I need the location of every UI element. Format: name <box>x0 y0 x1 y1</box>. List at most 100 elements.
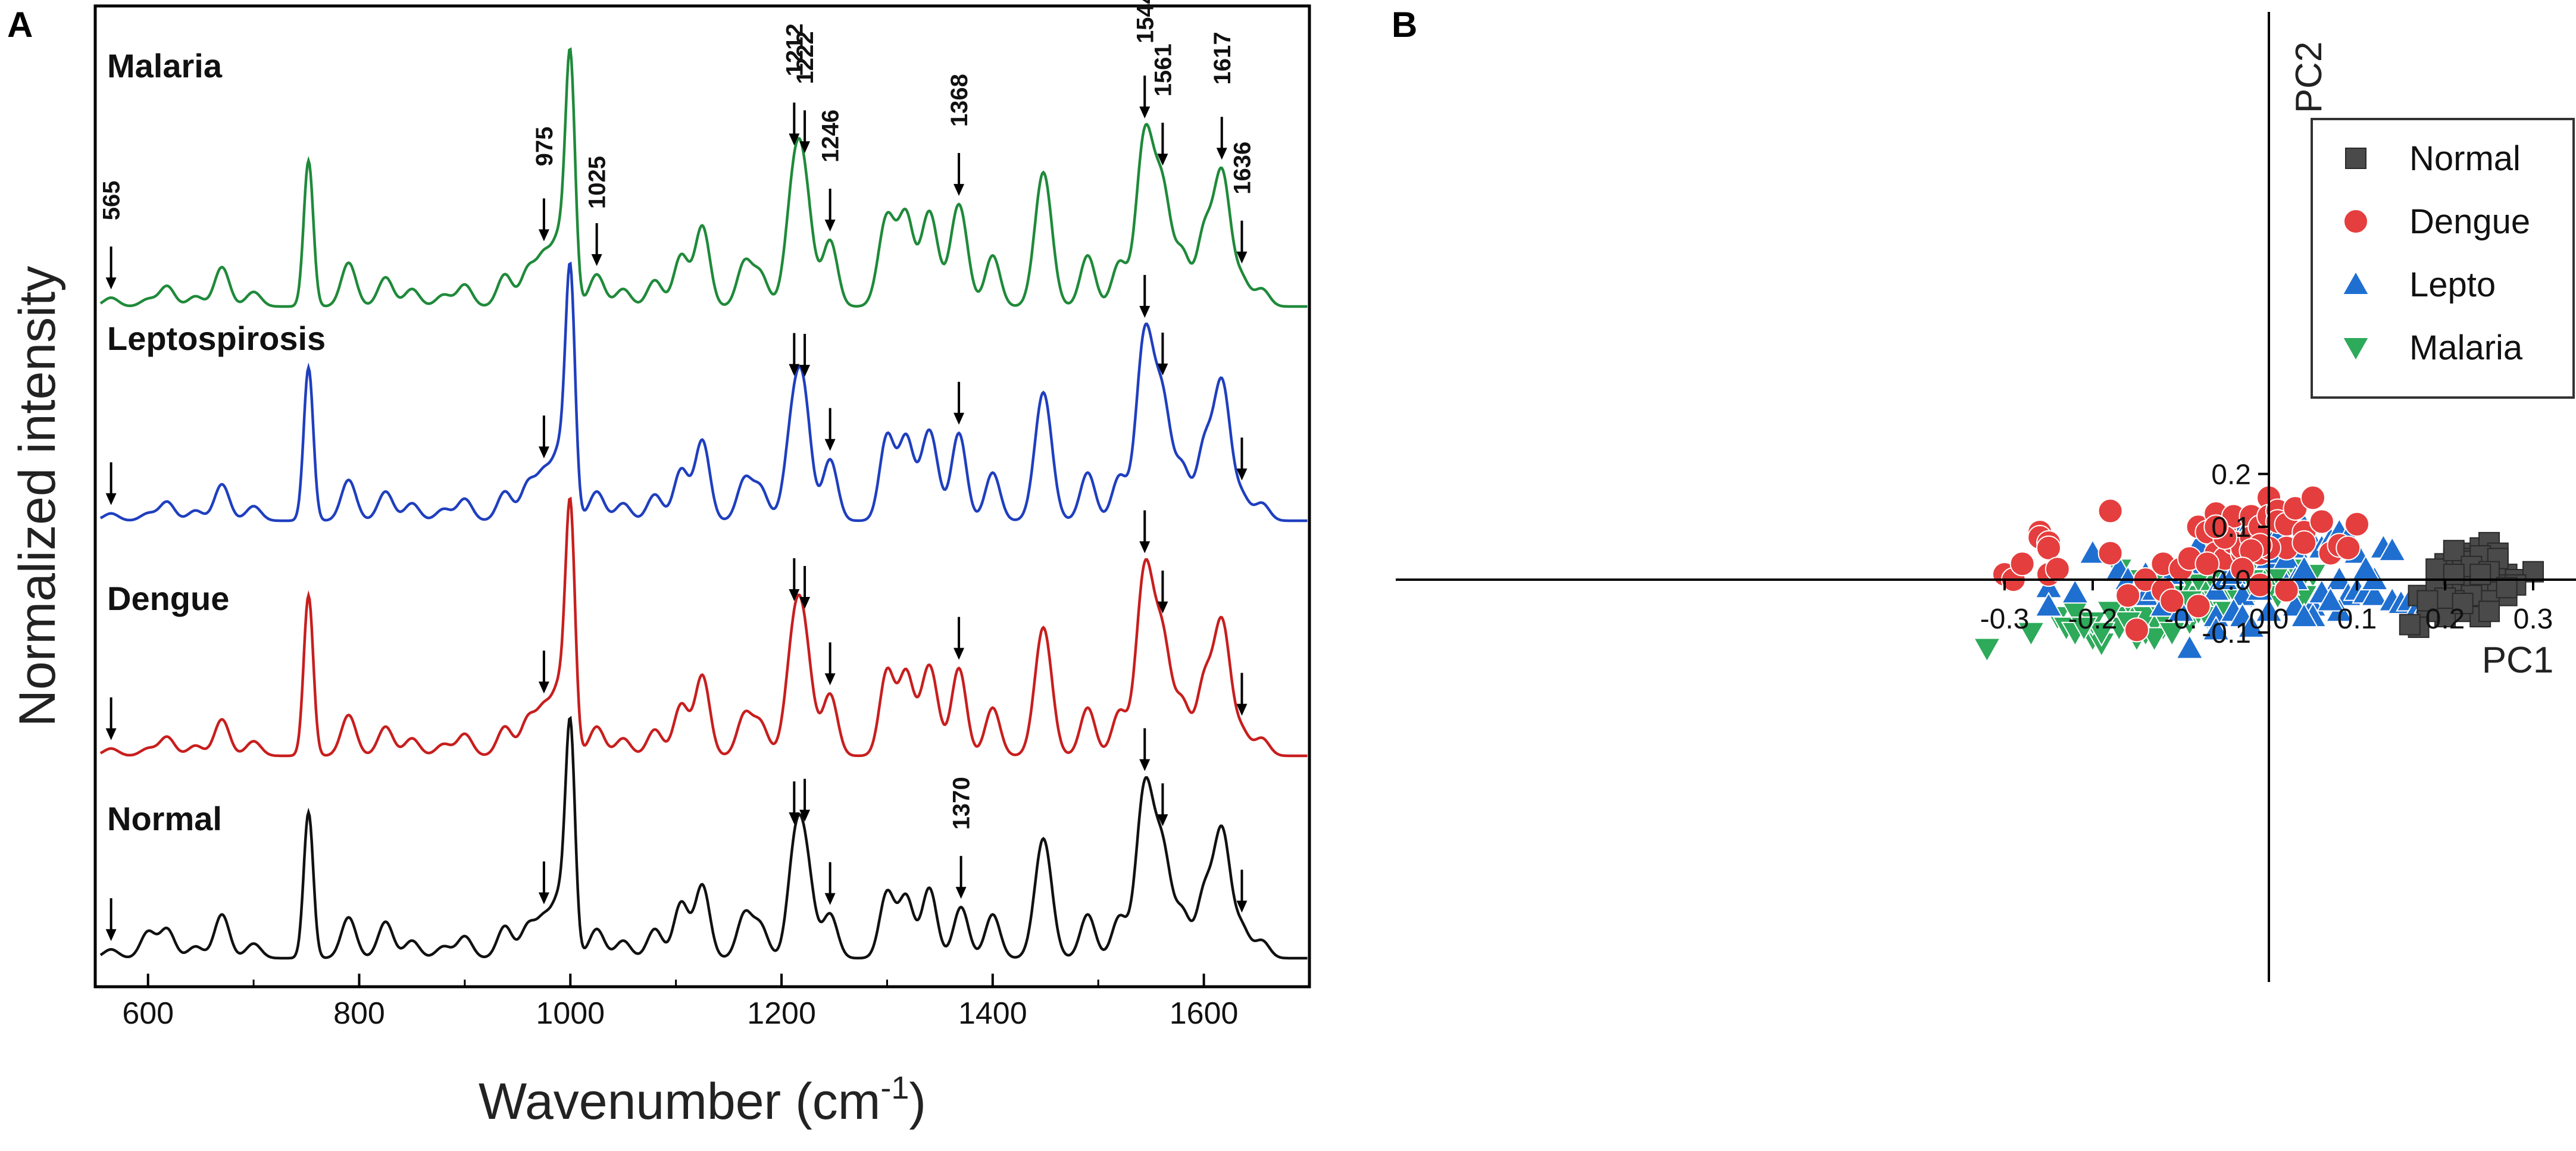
scatter-point-normal <box>2399 614 2421 636</box>
peak-arrow <box>538 861 549 905</box>
scatter-point-lepto <box>2237 612 2266 638</box>
scatter-point-dengue <box>2309 509 2334 534</box>
scatter-point-dengue <box>2124 617 2149 643</box>
pc1-tick-label: -0. <box>2164 603 2197 635</box>
peak-label: 1368 <box>946 74 973 127</box>
spectra-curves <box>99 47 1308 960</box>
legend-marker-lepto <box>2341 270 2370 295</box>
peak-arrow <box>954 381 965 425</box>
peak-arrow <box>105 462 117 505</box>
scatter-point-malaria <box>2087 621 2116 647</box>
scatter-point-dengue <box>2194 551 2220 577</box>
peak-arrow <box>955 856 967 899</box>
spectra-x-axis-title: Wavenumber (cm-1) <box>479 1070 926 1130</box>
spectra-x-tick-label: 800 <box>333 996 385 1031</box>
spectrum-line-dengue <box>99 496 1308 758</box>
pca-x-axis-title: PC1 <box>2482 640 2554 681</box>
scatter-point-normal <box>2443 540 2465 562</box>
pc1-tick-label: 0.1 <box>2337 603 2377 635</box>
scatter-point-lepto <box>2202 615 2230 641</box>
scatter-point-dengue <box>2097 540 2123 566</box>
peak-arrow <box>799 333 811 377</box>
spectra-x-tick-label: 600 <box>122 996 174 1031</box>
peak-label: 1025 <box>584 156 611 209</box>
peak-label: 1544 <box>1132 0 1158 43</box>
peak-arrow <box>824 408 836 451</box>
peak-arrow <box>591 223 602 267</box>
spectrum-line-leptospirosis <box>99 261 1308 523</box>
scatter-point-lepto <box>2290 602 2318 628</box>
peak-arrow <box>789 102 800 146</box>
pc1-tick-label: 0.2 <box>2425 603 2465 635</box>
scatter-point-malaria <box>1972 637 2002 663</box>
peak-arrow <box>824 862 836 905</box>
scatter-point-dengue <box>2274 577 2299 603</box>
spectra-plot-frame <box>93 4 1311 989</box>
scatter-point-dengue <box>2203 514 2229 540</box>
peak-arrow <box>538 198 549 242</box>
spectra-x-tick-label: 1600 <box>1170 996 1239 1031</box>
scatter-point-normal <box>2416 590 2439 612</box>
scatter-point-lepto <box>2175 634 2204 659</box>
pc1-tick-label: -0.3 <box>1980 603 2030 635</box>
spectra-panel: 600 800 1000 1200 1400 1600 565 975 1025 1212122… <box>9 0 1311 1130</box>
peak-arrow <box>789 558 800 602</box>
pc1-tick-label: 0.3 <box>2514 603 2553 635</box>
peak-arrow <box>1157 123 1168 166</box>
pc2-tick-label: 0.2 <box>2211 459 2251 490</box>
legend-marker-normal <box>2345 148 2366 169</box>
peak-arrow <box>1236 220 1248 264</box>
scatter-point-dengue <box>2159 588 2185 614</box>
scatter-point-dengue <box>2291 530 2317 555</box>
peak-arrow <box>1157 570 1168 614</box>
spectra-x-tick-label: 1200 <box>747 996 816 1031</box>
peak-arrow <box>1157 783 1168 827</box>
peak-arrow <box>799 110 811 154</box>
peak-arrow <box>799 566 811 609</box>
peak-arrow <box>1139 275 1151 318</box>
pca-axes: -0.3 -0.2 -0. 0.0 0.1 0.2 0.30.20.10.0-0.1 <box>1396 12 2576 982</box>
scatter-point-malaria <box>2017 621 2046 647</box>
spectra-y-axis-title: Normalized intensity <box>9 266 66 727</box>
scatter-point-malaria <box>2069 616 2098 642</box>
pc2-tick-label: 0.0 <box>2211 565 2251 596</box>
peak-label: 1636 <box>1229 142 1255 195</box>
peak-arrow <box>954 617 965 660</box>
scatter-point-lepto <box>2325 565 2354 590</box>
peak-arrow <box>1157 332 1168 376</box>
legend-marker-dengue <box>2343 209 2368 234</box>
peak-label: 1212 <box>781 23 808 76</box>
scatter-point-dengue <box>2300 485 2325 511</box>
scatter-point-dengue <box>2115 583 2141 608</box>
series-label-normal: Normal <box>107 800 222 837</box>
peak-arrow <box>789 781 800 824</box>
scatter-point-dengue <box>2097 498 2123 524</box>
peak-arrow <box>824 188 836 232</box>
pca-y-axis-title: PC2 <box>2289 42 2330 114</box>
pc2-tick-label: 0.1 <box>2211 512 2251 543</box>
peak-label: 1370 <box>949 777 975 830</box>
legend-label-normal: Normal <box>2409 139 2521 178</box>
scatter-point-normal <box>2478 600 2500 623</box>
scatter-point-normal <box>2443 564 2465 586</box>
peak-arrow <box>1236 437 1248 481</box>
scatter-point-malaria <box>2158 621 2186 647</box>
scatter-point-dengue <box>2230 556 2255 582</box>
peak-label: 1222 <box>792 31 818 84</box>
pc2-tick-label: -0.1 <box>2202 618 2251 649</box>
spectra-x-ticks: 600 800 1000 1200 1400 1600 <box>122 974 1311 1031</box>
legend-label-dengue: Dengue <box>2409 202 2530 241</box>
peak-label: 1561 <box>1150 43 1176 96</box>
scatter-point-lepto <box>2360 581 2389 606</box>
series-label-dengue: Dengue <box>107 580 229 617</box>
peak-arrow <box>1236 673 1248 716</box>
spectra-x-tick-label: 1400 <box>958 996 1027 1031</box>
legend-label-lepto: Lepto <box>2409 265 2496 304</box>
scatter-point-lepto <box>2378 536 2406 562</box>
spectra-series-labels: Malaria Leptospirosis Dengue Normal <box>107 47 326 837</box>
pc1-tick-label: 0.0 <box>2249 603 2289 635</box>
series-label-leptospirosis: Leptospirosis <box>107 320 326 357</box>
scatter-point-dengue <box>2036 535 2061 561</box>
peak-arrow <box>538 650 549 694</box>
